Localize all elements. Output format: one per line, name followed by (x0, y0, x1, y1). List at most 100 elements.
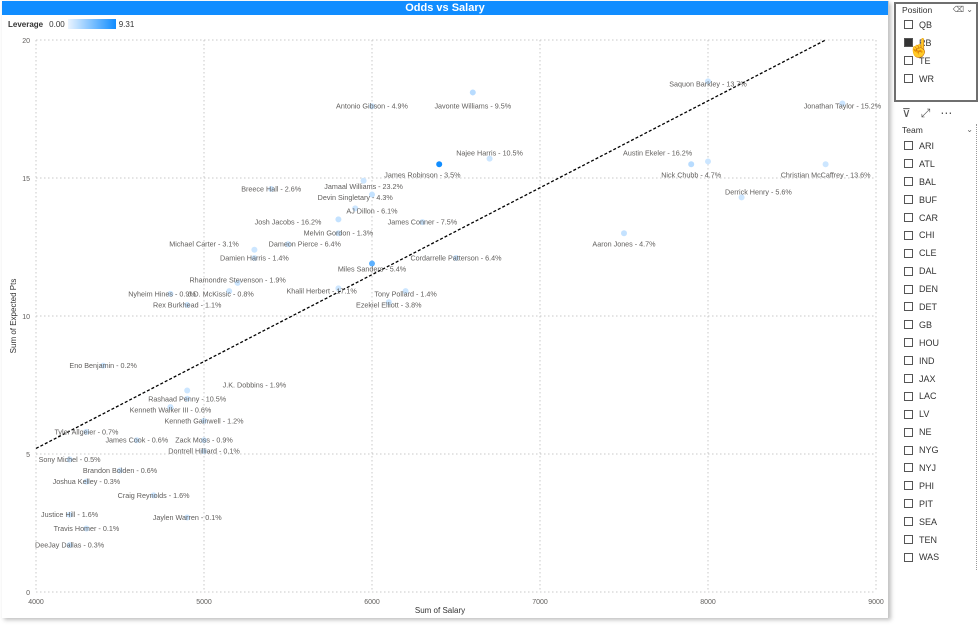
team-option-sea[interactable]: SEA (896, 513, 976, 531)
checkbox[interactable] (904, 213, 913, 222)
checkbox[interactable] (904, 230, 913, 240)
data-point (369, 191, 375, 198)
checkbox[interactable] (904, 391, 913, 401)
team-option-ne[interactable]: NE (896, 423, 976, 441)
data-point (688, 161, 695, 168)
data-point (621, 230, 627, 237)
data-label: Rex Burkhead - 1.1% (153, 300, 222, 309)
checkbox[interactable] (904, 463, 913, 473)
team-option-lac[interactable]: LAC (896, 387, 976, 405)
team-option-hou[interactable]: HOU (896, 334, 976, 352)
team-option-ten[interactable]: TEN (896, 531, 976, 549)
data-label: Jaylen Warren - 0.1% (153, 513, 222, 522)
checkbox[interactable] (904, 427, 913, 437)
data-label: Derrick Henry - 5.6% (725, 187, 792, 196)
team-slicer-title: Team (902, 125, 923, 135)
checkbox[interactable] (904, 284, 913, 294)
team-option-nyg[interactable]: NYG (896, 441, 976, 459)
checkbox[interactable] (904, 517, 913, 527)
team-option-label: DAL (919, 266, 937, 277)
team-option-phi[interactable]: PHI (896, 477, 976, 495)
checkbox[interactable] (904, 374, 913, 384)
chevron-down-icon[interactable]: ⌄ (966, 5, 973, 14)
y-tick-label: 20 (22, 38, 30, 45)
checkbox[interactable] (904, 409, 913, 419)
data-label: Antonio Gibson - 4.9% (336, 102, 409, 111)
data-label: Saquon Barkley - 13.7% (669, 80, 747, 89)
data-label: Jonathan Taylor - 15.2% (804, 102, 882, 111)
scatter-visual[interactable]: Odds vs Salary Leverage 0.00 9.31 4000 50… (2, 1, 889, 618)
position-option-rb[interactable]: RB (896, 34, 976, 52)
more-options-icon[interactable]: ⋯ (940, 106, 953, 120)
checkbox[interactable] (904, 535, 913, 545)
x-tick-label: 6000 (364, 599, 380, 606)
team-option-den[interactable]: DEN (896, 280, 976, 298)
checkbox[interactable] (904, 320, 913, 330)
team-option-label: BAL (919, 176, 937, 187)
data-point (167, 404, 174, 411)
position-option-wr[interactable]: WR (896, 70, 976, 88)
position-slicer[interactable]: Position ⌫ ⌄ QB RB TE WR (894, 2, 978, 102)
visual-toolbar: ⊽ ⤢ ⋯ (902, 106, 952, 121)
data-label: Tyler Allgeier - 0.7% (54, 427, 119, 436)
checkbox[interactable] (904, 302, 913, 312)
data-point (705, 78, 711, 85)
team-option-label: DEN (919, 284, 939, 295)
team-option-ari[interactable]: ARI (896, 137, 976, 155)
team-option-pit[interactable]: PIT (896, 495, 976, 513)
eraser-icon[interactable]: ⌫ (952, 5, 965, 14)
team-option-atl[interactable]: ATL (896, 155, 976, 173)
focus-mode-icon[interactable]: ⤢ (920, 106, 931, 120)
team-option-car[interactable]: CAR (896, 209, 976, 227)
data-label: J.K. Dobbins - 1.9% (223, 381, 287, 390)
team-option-buf[interactable]: BUF (896, 191, 976, 209)
data-point (369, 103, 375, 110)
position-option-qb[interactable]: QB (896, 16, 976, 34)
team-option-label: NYJ (919, 462, 937, 473)
team-option-jax[interactable]: JAX (896, 370, 976, 388)
checkbox[interactable] (904, 74, 913, 84)
data-point (335, 230, 342, 237)
checkbox[interactable] (904, 177, 913, 187)
data-point (184, 514, 191, 521)
team-option-cle[interactable]: CLE (896, 244, 976, 262)
position-option-te[interactable]: TE (896, 52, 976, 70)
checkbox[interactable] (904, 141, 913, 151)
team-slicer-header: Team ⌄ (896, 124, 976, 137)
checkbox[interactable] (904, 481, 913, 491)
chevron-down-icon[interactable]: ⌄ (966, 125, 973, 134)
team-option-was[interactable]: WAS (896, 548, 976, 566)
checkbox[interactable] (904, 266, 913, 276)
checkbox[interactable] (904, 159, 913, 169)
team-option-label: HOU (919, 337, 939, 348)
checkbox[interactable] (904, 248, 913, 258)
checkbox[interactable] (904, 20, 913, 30)
data-point (117, 467, 123, 474)
team-option-nyj[interactable]: NYJ (896, 459, 976, 477)
team-slicer[interactable]: Team ⌄ ARI ATL BAL BUF CAR CHI CLE DAL DEN DET GB H… (896, 124, 977, 570)
position-option-label: WR (919, 73, 934, 84)
checkbox[interactable] (904, 56, 913, 66)
team-option-gb[interactable]: GB (896, 316, 976, 334)
checkbox[interactable] (904, 552, 913, 562)
team-option-ind[interactable]: IND (896, 352, 976, 370)
checkbox[interactable] (904, 445, 913, 455)
checkbox[interactable] (904, 338, 913, 348)
team-option-det[interactable]: DET (896, 298, 976, 316)
team-option-bal[interactable]: BAL (896, 173, 976, 191)
checkbox[interactable] (904, 195, 913, 205)
data-point (83, 428, 90, 435)
filter-icon[interactable]: ⊽ (902, 106, 911, 120)
data-point (201, 448, 207, 455)
checkbox[interactable] (904, 499, 913, 509)
team-option-lv[interactable]: LV (896, 405, 976, 423)
y-axis-title: Sum of Expected Pts (9, 279, 18, 354)
data-point (83, 525, 90, 532)
team-option-chi[interactable]: CHI (896, 226, 976, 244)
checkbox[interactable] (904, 356, 913, 366)
data-label: Justice Hill - 1.6% (41, 510, 99, 519)
data-point (251, 246, 258, 253)
scatter-chart[interactable]: 4000 5000 6000 7000 8000 9000 0 5 10 15 20 Javonte… (2, 1, 888, 618)
team-option-dal[interactable]: DAL (896, 262, 976, 280)
checkbox[interactable] (904, 38, 913, 48)
